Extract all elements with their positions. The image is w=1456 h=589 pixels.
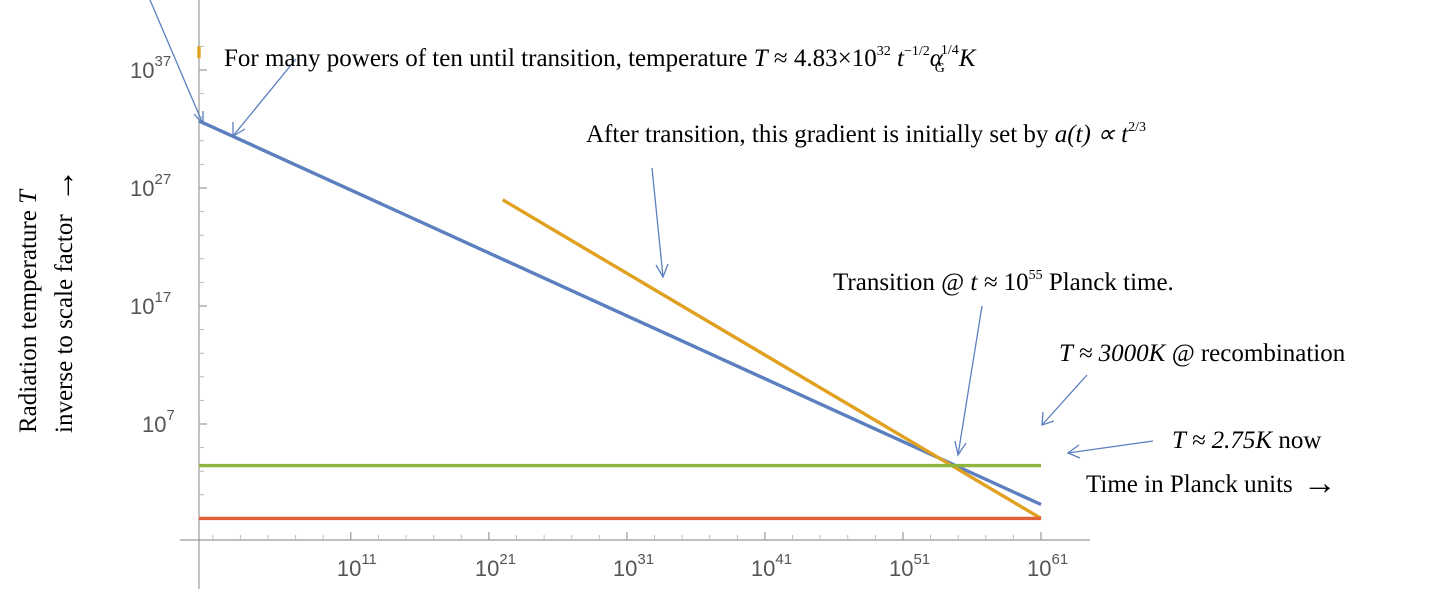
y-tick-labels: 107 1017 1027 1037 [130, 53, 207, 437]
x-tick-label-2: 1021 [475, 551, 516, 581]
annotation-recombination: T ≈ 3000K @ recombination [1059, 340, 1346, 367]
series-line-2 [501, 198, 1042, 520]
y-axis-label-line1: Radiation temperature T [15, 188, 42, 433]
series-lines [197, 46, 1042, 521]
y-tick-label-2: 1017 [130, 289, 171, 319]
x-tick-label-4: 1041 [751, 551, 792, 581]
arrow-power-law [232, 58, 297, 137]
y-tick-label-3: 1027 [130, 171, 171, 201]
arrow-gradient [651, 167, 664, 278]
x-minor-ticks [212, 535, 1014, 540]
series-line-1 [198, 119, 1042, 507]
x-tick-label-5: 1051 [889, 551, 930, 581]
annotation-gradient: After transition, this gradient is initi… [586, 120, 1146, 148]
arrow-head-top-left [193, 111, 204, 126]
arrow-top-left [149, 0, 204, 125]
arrow-recombination [1041, 374, 1088, 426]
x-tick-label-3: 1031 [613, 551, 654, 581]
annotation-power-law: For many powers of ten until transition,… [224, 43, 977, 76]
arrow-head-gradient [655, 263, 669, 279]
y-tick-label-1: 107 [142, 407, 175, 437]
arrow-head-recombination [1041, 411, 1055, 426]
x-tick-label-6: 1061 [1027, 551, 1068, 581]
annotation-now: T ≈ 2.75K now [1172, 427, 1321, 454]
annotation-transition: Transition @ t ≈ 1055 Planck time. [833, 268, 1174, 296]
arrow-head-transition [954, 440, 967, 457]
x-axis-label: Time in Planck units → [1086, 465, 1337, 502]
y-axis-label: Radiation temperature T inverse to scale… [15, 168, 82, 433]
y-axis-label-line2: inverse to scale factor→ [45, 168, 82, 433]
arrow-head-power-law [232, 122, 246, 138]
arrow-transition [957, 305, 983, 456]
annotation-arrows [149, 0, 1154, 459]
x-tick-labels: 1011 1021 1031 1041 1051 1061 [337, 532, 1068, 581]
y-tick-label-4: 1037 [130, 53, 171, 83]
arrow-now [1067, 440, 1154, 454]
x-tick-label-1: 1011 [337, 551, 377, 581]
arrow-head-now [1066, 444, 1081, 459]
